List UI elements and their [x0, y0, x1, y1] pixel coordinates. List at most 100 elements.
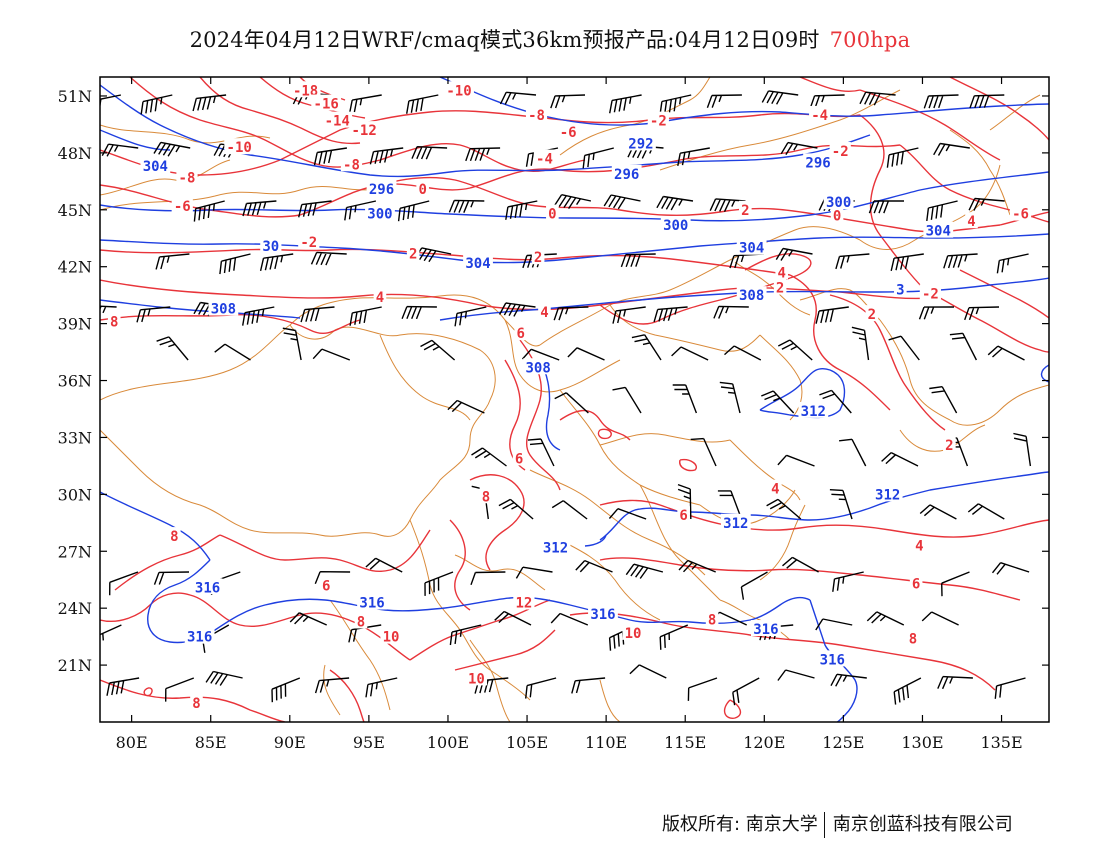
contour-label-bg [622, 623, 644, 640]
wind-barb [943, 253, 978, 269]
contour-label: 6 [515, 451, 523, 467]
lat-tick-label: 45N [58, 201, 92, 220]
wind-barb [298, 200, 332, 218]
wind-barb [525, 677, 557, 699]
lon-tick-label: 135E [980, 733, 1022, 752]
wind-barb [349, 306, 382, 326]
contour-label: 316 [195, 580, 220, 596]
contour-label: 6 [912, 577, 920, 593]
wind-barb [571, 677, 606, 694]
wind-barb [193, 200, 225, 222]
lon-tick-label: 85E [195, 733, 227, 752]
wind-barb [397, 200, 430, 222]
wind-barb [941, 571, 970, 597]
contour-label: 4 [376, 290, 384, 306]
contour-label: 4 [777, 265, 785, 281]
wind-barb [424, 571, 454, 596]
contour-label-bg [865, 305, 879, 322]
temperature-contours [100, 77, 1049, 722]
contour-label-bg [611, 164, 642, 181]
wind-barb [567, 347, 605, 361]
plot-frame [99, 76, 1050, 723]
contour-label-bg [354, 612, 368, 629]
contour-label: 8 [170, 529, 178, 545]
wind-barb [612, 386, 642, 414]
contour-label: 4 [540, 305, 548, 321]
lon-tick-label: 95E [353, 733, 385, 752]
contour-label-bg [769, 479, 782, 496]
contour-label-bg [909, 574, 923, 591]
wind-barb [259, 253, 294, 272]
contour-label: 10 [383, 630, 400, 646]
wind-barb [967, 503, 1005, 520]
contour-label: 30 [262, 239, 279, 255]
contour-label: 304 [465, 256, 490, 272]
title-main: 2024年04月12日WRF/cmaq模式36km预报产品:04月12日09时 [189, 28, 820, 52]
wind-barb [100, 305, 117, 314]
contour-label: 2 [534, 250, 542, 266]
wind-barb [420, 339, 456, 361]
wind-barb [777, 454, 815, 467]
wind-barb [740, 571, 768, 600]
wind-barb [609, 94, 642, 114]
wind-barb [780, 141, 818, 155]
contour-label: 4 [967, 214, 975, 230]
lat-tick-label: 48N [58, 144, 92, 163]
wind-barb [919, 504, 957, 520]
contour-label: 300 [663, 218, 688, 234]
contour-label: -2 [832, 144, 849, 160]
wind-barb [369, 147, 404, 165]
contour-label-bg [311, 94, 342, 111]
wind-barb [344, 200, 377, 221]
contour-label-bg [817, 650, 848, 667]
contour-label: 300 [826, 195, 851, 211]
wind-barb [219, 253, 251, 275]
wind-barb [929, 386, 958, 414]
wind-barb [859, 91, 896, 106]
wind-barb [933, 142, 970, 156]
contour-label-bg [512, 449, 526, 466]
wind-barb [136, 306, 171, 323]
contour-label: 308 [525, 360, 550, 376]
wind-barb [498, 498, 534, 520]
lat-tick-label: 24N [58, 599, 92, 618]
lat-tick-label: 27N [58, 542, 92, 561]
contour-label: 296 [369, 182, 394, 198]
contour-label-bg [479, 487, 493, 504]
wind-barb [521, 348, 560, 361]
wind-barb [761, 390, 795, 414]
wind-barb [550, 94, 586, 109]
contour-label-bg [809, 105, 831, 122]
wind-barb [677, 147, 710, 167]
wind-barbs [100, 90, 1032, 706]
contour-label-bg [546, 204, 559, 221]
lon-tick-label: 90E [274, 733, 306, 752]
wind-barb [214, 343, 251, 361]
contour-label-bg [373, 288, 387, 305]
wind-barb [713, 305, 749, 319]
wind-barb [671, 346, 709, 361]
wind-barb [106, 677, 140, 696]
wind-barb [100, 624, 122, 641]
contour-label: 12 [515, 595, 532, 611]
lon-tick-label: 125E [822, 733, 864, 752]
lat-tick-label: 42N [58, 258, 92, 277]
contour-label: 2 [741, 203, 749, 219]
contour-label-bg [872, 485, 903, 502]
lat-tick-label: 33N [58, 428, 92, 447]
wind-barb [766, 498, 802, 520]
contour-label-bg [647, 111, 669, 128]
contour-label-bg [1009, 204, 1032, 221]
contour-label: 3 [896, 282, 904, 298]
contour-label-bg [660, 215, 691, 232]
wind-barb [631, 334, 662, 361]
contour-label-bg [380, 627, 402, 644]
contour-label: 292 [628, 136, 653, 152]
contour-label: 308 [739, 288, 764, 304]
wind-barb [365, 557, 403, 573]
contour-label: -4 [536, 152, 553, 168]
contour-label-bg [720, 513, 751, 530]
wind-barb [809, 94, 845, 109]
temperature-labels: -18-16-14-12-10-10-8-8-8-6-6-4-4-2-200 0-… [107, 81, 1032, 712]
